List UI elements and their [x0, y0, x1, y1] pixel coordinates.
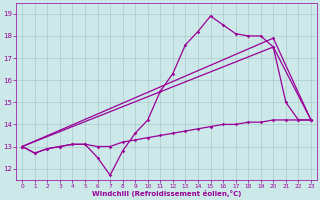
X-axis label: Windchill (Refroidissement éolien,°C): Windchill (Refroidissement éolien,°C) [92, 190, 241, 197]
